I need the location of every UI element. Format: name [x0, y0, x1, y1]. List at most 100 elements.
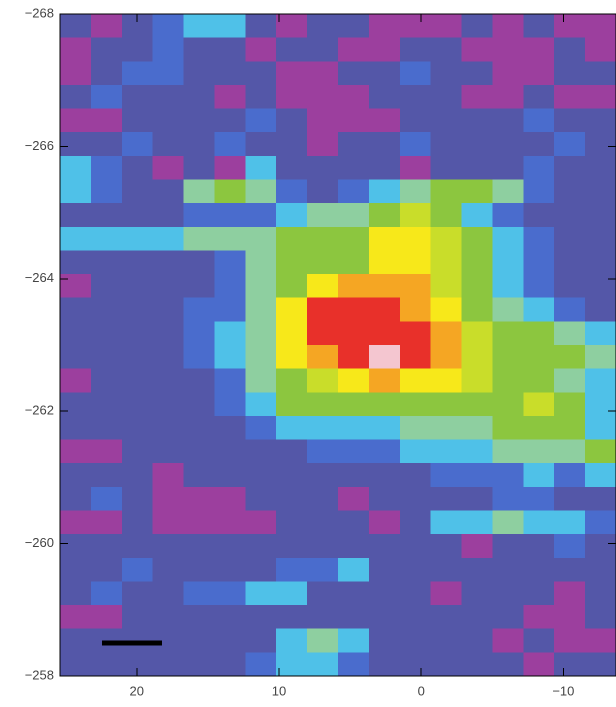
heatmap-cell: [554, 14, 585, 38]
heatmap-cell: [307, 156, 338, 180]
heatmap-cell: [307, 14, 338, 38]
heatmap-cell: [60, 440, 91, 464]
heatmap-cell: [585, 156, 616, 180]
heatmap-cell: [369, 511, 400, 535]
heatmap-cell: [184, 227, 215, 251]
heatmap-cell: [276, 132, 307, 156]
heatmap-cell: [214, 605, 245, 629]
heatmap-cell: [214, 132, 245, 156]
heatmap-cell: [122, 487, 153, 511]
heatmap-cell: [60, 109, 91, 133]
heatmap-cell: [214, 463, 245, 487]
heatmap-cell: [431, 156, 462, 180]
heatmap-cell: [523, 227, 554, 251]
heatmap-cell: [523, 463, 554, 487]
heatmap-cell: [431, 416, 462, 440]
heatmap-cell: [245, 345, 276, 369]
heatmap-cell: [523, 534, 554, 558]
heatmap-cell: [184, 392, 215, 416]
y-tick-label: −260: [25, 535, 54, 550]
heatmap-cell: [585, 534, 616, 558]
heatmap-cell: [214, 14, 245, 38]
heatmap-cell: [492, 321, 523, 345]
heatmap-cell: [153, 180, 184, 204]
heatmap-cell: [91, 61, 122, 85]
heatmap-cell: [492, 581, 523, 605]
heatmap-cell: [245, 463, 276, 487]
heatmap-cell: [554, 534, 585, 558]
heatmap-cell: [307, 61, 338, 85]
heatmap-cell: [184, 652, 215, 676]
x-tick-label: 20: [130, 683, 144, 698]
heatmap-cell: [153, 109, 184, 133]
heatmap-cell: [492, 180, 523, 204]
heatmap-cell: [400, 511, 431, 535]
heatmap-cell: [462, 511, 493, 535]
heatmap-cell: [400, 38, 431, 62]
y-tick-label: −268: [25, 5, 54, 20]
heatmap-cell: [307, 511, 338, 535]
heatmap-cell: [153, 38, 184, 62]
heatmap-cell: [184, 180, 215, 204]
heatmap-cell: [400, 652, 431, 676]
heatmap-cell: [214, 227, 245, 251]
heatmap-cell: [91, 109, 122, 133]
heatmap-cell: [91, 534, 122, 558]
heatmap-cell: [431, 321, 462, 345]
heatmap-cell: [462, 61, 493, 85]
heatmap-cell: [492, 85, 523, 109]
heatmap-cell: [400, 605, 431, 629]
heatmap-cell: [245, 369, 276, 393]
heatmap-cell: [276, 440, 307, 464]
heatmap-cell: [492, 511, 523, 535]
heatmap-cell: [60, 605, 91, 629]
heatmap-cell: [245, 440, 276, 464]
heatmap-cell: [400, 321, 431, 345]
heatmap-cell: [369, 250, 400, 274]
heatmap-cell: [276, 298, 307, 322]
heatmap-cell: [307, 652, 338, 676]
heatmap-cell: [369, 581, 400, 605]
heatmap-cell: [276, 581, 307, 605]
heatmap-cell: [276, 345, 307, 369]
heatmap-cell: [184, 558, 215, 582]
heatmap-cell: [276, 463, 307, 487]
heatmap-cell: [184, 463, 215, 487]
heatmap-cell: [554, 274, 585, 298]
heatmap-cell: [369, 180, 400, 204]
heatmap-cell: [492, 250, 523, 274]
heatmap-cell: [184, 321, 215, 345]
heatmap-cell: [492, 558, 523, 582]
heatmap-cell: [462, 416, 493, 440]
heatmap-cell: [91, 463, 122, 487]
heatmap-cell: [462, 392, 493, 416]
heatmap-cell: [60, 203, 91, 227]
heatmap-cell: [307, 463, 338, 487]
heatmap-cell: [122, 156, 153, 180]
heatmap-cell: [214, 534, 245, 558]
heatmap-cell: [523, 132, 554, 156]
heatmap-cell: [153, 85, 184, 109]
heatmap-cell: [431, 392, 462, 416]
heatmap-cell: [338, 298, 369, 322]
heatmap-cell: [431, 558, 462, 582]
heatmap-cell: [338, 392, 369, 416]
heatmap-cell: [245, 534, 276, 558]
heatmap-cell: [523, 14, 554, 38]
heatmap-cell: [400, 274, 431, 298]
heatmap-cell: [369, 392, 400, 416]
heatmap-cell: [369, 298, 400, 322]
heatmap-cell: [554, 38, 585, 62]
heatmap-cell: [276, 250, 307, 274]
heatmap-cell: [338, 132, 369, 156]
heatmap-cell: [369, 14, 400, 38]
heatmap-cell: [400, 180, 431, 204]
heatmap-cell: [462, 180, 493, 204]
heatmap-cell: [338, 156, 369, 180]
heatmap-cell: [214, 392, 245, 416]
heatmap-cell: [585, 511, 616, 535]
heatmap-cell: [369, 38, 400, 62]
heatmap-cell: [60, 345, 91, 369]
heatmap-cell: [431, 274, 462, 298]
heatmap-cell: [307, 180, 338, 204]
